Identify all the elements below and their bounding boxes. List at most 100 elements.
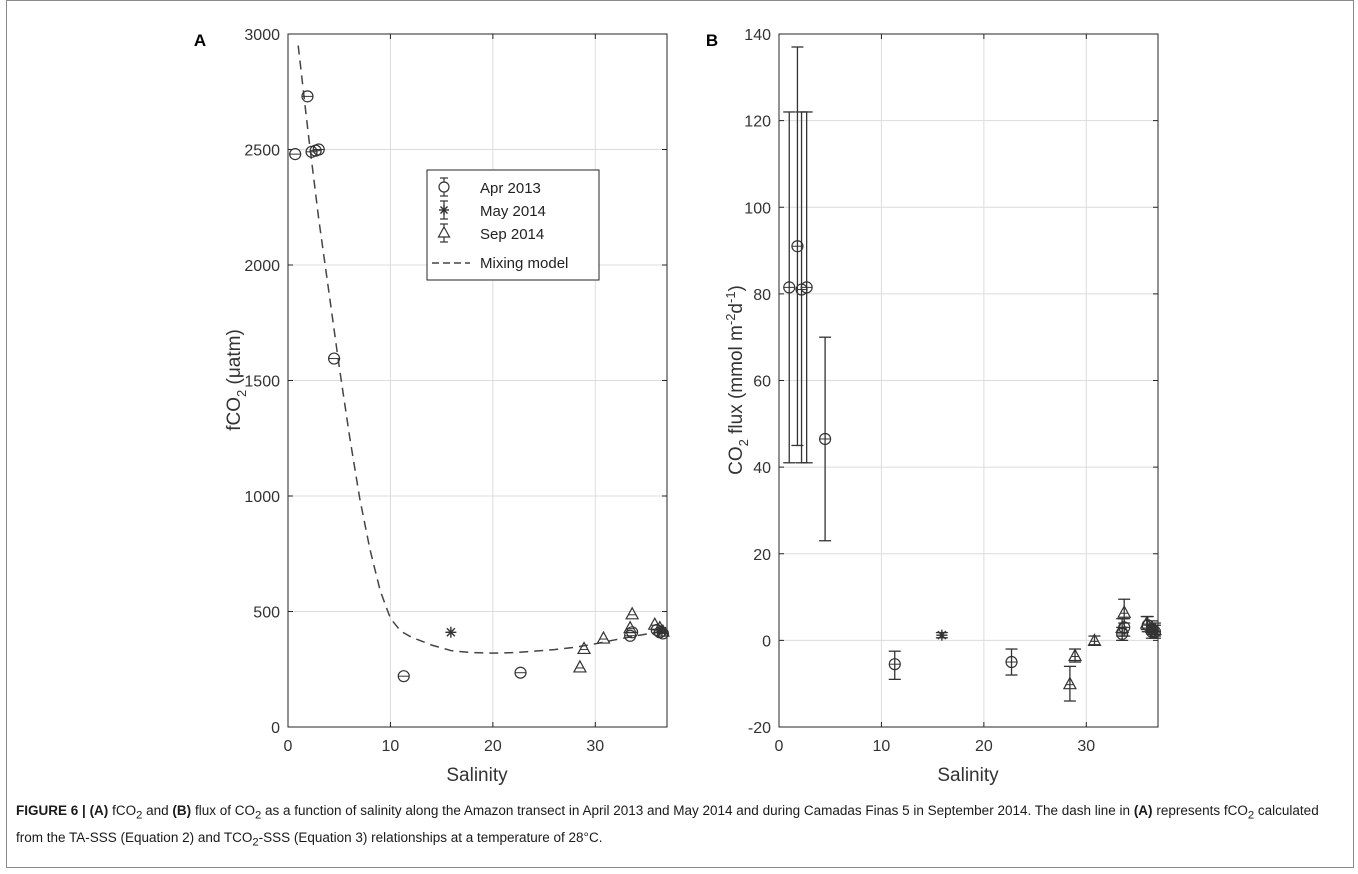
x-tick-label: 30 bbox=[586, 738, 604, 755]
triangle-marker bbox=[623, 620, 638, 634]
panel-b-grid bbox=[779, 34, 1158, 727]
panel-a-ticks: 0 10 20 30 0 500 1000 1500 2000 2500 3000 bbox=[244, 27, 667, 755]
triangle-marker bbox=[1062, 676, 1077, 690]
data-point-with-errorbar bbox=[1087, 633, 1102, 646]
y-tick-label: 100 bbox=[744, 200, 771, 217]
asterisk-stroke bbox=[446, 627, 456, 637]
caption-text: and bbox=[146, 803, 169, 818]
y-tick-label: 0 bbox=[762, 633, 771, 650]
y-tick-label: 2000 bbox=[244, 258, 280, 275]
y-tick-label: 80 bbox=[753, 287, 771, 304]
x-tick-label: 30 bbox=[1077, 738, 1095, 755]
caption-text: fCO bbox=[112, 803, 137, 818]
panel-a-ylabel: fCO2 (μatm) bbox=[224, 329, 249, 431]
legend-label: May 2014 bbox=[480, 203, 546, 220]
triangle-marker-icon bbox=[437, 225, 451, 238]
triangle-marker bbox=[1068, 648, 1083, 662]
data-point-with-errorbar bbox=[818, 336, 832, 542]
y-tick-label: 500 bbox=[253, 605, 280, 622]
legend-item-may-2014: May 2014 bbox=[439, 200, 546, 220]
x-tick-label: 0 bbox=[775, 738, 784, 755]
data-point-with-errorbar bbox=[1062, 665, 1077, 702]
panel-a-mixing-curve bbox=[297, 45, 668, 654]
panel-b-ylabel: CO2 flux (mmol m-2d-1) bbox=[723, 285, 751, 475]
panel-label-a: A bbox=[194, 31, 206, 50]
triangle-marker bbox=[596, 630, 611, 644]
y-tick-label: 20 bbox=[753, 547, 771, 564]
data-point-with-errorbar bbox=[800, 111, 813, 464]
x-tick-label: 20 bbox=[975, 738, 993, 755]
caption-text: calculated from the TA-SSS (Equation 2) … bbox=[16, 803, 1319, 845]
caption-text: -SSS (Equation 3) relationships at a tem… bbox=[258, 829, 603, 845]
y-tick-label: 1000 bbox=[244, 489, 280, 506]
triangle-marker bbox=[572, 659, 587, 673]
caption-part-a-ref: (A) bbox=[1133, 803, 1153, 818]
caption-subscript: 2 bbox=[252, 836, 259, 849]
panel-b-xlabel: Salinity bbox=[937, 765, 999, 786]
y-tick-label: 120 bbox=[744, 114, 771, 131]
data-point-with-errorbar bbox=[1115, 618, 1130, 637]
legend-label: Sep 2014 bbox=[480, 226, 544, 243]
x-tick-label: 0 bbox=[284, 738, 293, 755]
panel-a-xlabel: Salinity bbox=[446, 765, 508, 786]
figure-caption: FIGURE 6 | (A) fCO2 and (B) flux of CO2 … bbox=[16, 800, 1336, 853]
data-point-with-errorbar bbox=[1147, 622, 1162, 637]
panel-a: A 0 10 20 30 0 500 1000 1500 2000 2500 3000 Salini… bbox=[194, 27, 670, 786]
caption-subscript: 2 bbox=[254, 809, 262, 822]
y-tick-label: 1500 bbox=[244, 374, 280, 391]
triangle-marker bbox=[1115, 620, 1130, 633]
asterisk-stroke bbox=[937, 630, 947, 640]
asterisk-marker-icon bbox=[439, 205, 449, 215]
y-tick-label: 3000 bbox=[244, 27, 280, 44]
circle-marker-icon bbox=[438, 181, 450, 193]
x-tick-label: 10 bbox=[873, 738, 891, 755]
triangle-marker bbox=[625, 606, 640, 620]
triangle-marker bbox=[1147, 622, 1162, 636]
triangle-marker bbox=[655, 623, 670, 637]
legend-item-sep-2014: Sep 2014 bbox=[437, 223, 544, 243]
panel-a-points bbox=[289, 90, 670, 683]
figure-frame bbox=[6, 0, 1354, 868]
data-point-with-errorbar bbox=[783, 111, 796, 464]
asterisk-marker bbox=[445, 626, 457, 638]
caption-part-b: (B) bbox=[172, 803, 192, 818]
caption-subscript: 2 bbox=[1247, 809, 1255, 822]
legend-box bbox=[426, 169, 600, 281]
panel-b-points bbox=[783, 46, 1162, 702]
panel-a-grid bbox=[288, 34, 667, 727]
legend-item-apr-2013: Apr 2013 bbox=[438, 177, 541, 197]
y-tick-label: 40 bbox=[753, 460, 771, 477]
y-tick-label: 0 bbox=[271, 720, 280, 737]
y-tick-label: 60 bbox=[753, 374, 771, 391]
caption-text: represents fCO bbox=[1156, 803, 1248, 818]
caption-figure-label: FIGURE 6 | bbox=[16, 803, 86, 818]
triangle-marker bbox=[652, 620, 667, 634]
legend-label: Apr 2013 bbox=[480, 180, 541, 197]
triangle-marker bbox=[647, 616, 662, 630]
y-tick-label: 2500 bbox=[244, 143, 280, 160]
triangle-marker bbox=[1117, 604, 1132, 618]
y-tick-label: -20 bbox=[748, 720, 771, 737]
x-tick-label: 20 bbox=[484, 738, 502, 755]
triangle-marker bbox=[577, 641, 592, 655]
caption-text: as a function of salinity along the Amaz… bbox=[265, 803, 1131, 818]
caption-subscript: 2 bbox=[136, 809, 143, 822]
legend-item-mixing-model: Mixing model bbox=[432, 255, 568, 272]
x-tick-label: 10 bbox=[382, 738, 400, 755]
data-point-with-errorbar bbox=[1117, 598, 1132, 624]
data-point-with-errorbar bbox=[935, 629, 948, 641]
caption-text: flux of CO bbox=[194, 803, 255, 818]
legend-label: Mixing model bbox=[480, 255, 568, 272]
legend: Apr 2013 May 2014 Sep 2014 bbox=[426, 169, 600, 281]
mixing-model-line bbox=[297, 45, 668, 654]
data-point-with-errorbar bbox=[1005, 648, 1018, 676]
data-point-with-errorbar bbox=[888, 650, 901, 681]
panel-label-b: B bbox=[706, 31, 718, 50]
caption-part-a: (A) bbox=[89, 803, 109, 818]
asterisk-marker bbox=[936, 629, 948, 641]
triangle-marker bbox=[1087, 633, 1102, 646]
y-tick-label: 140 bbox=[744, 27, 771, 44]
